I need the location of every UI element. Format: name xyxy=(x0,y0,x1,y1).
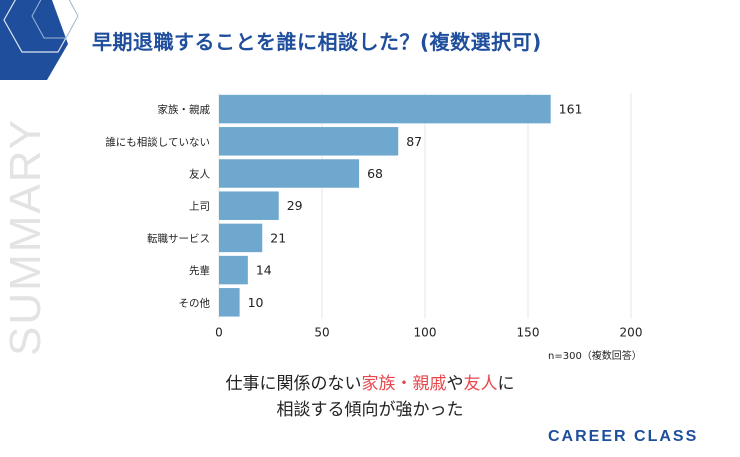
conclusion-line-1: 仕事に関係のない家族・親戚や友人に xyxy=(225,374,515,394)
x-tick-label: 50 xyxy=(314,325,329,339)
bar xyxy=(219,191,279,220)
data-label: 68 xyxy=(367,166,383,181)
data-label: 87 xyxy=(406,134,422,149)
data-label: 29 xyxy=(287,198,303,213)
category-label: 上司 xyxy=(189,201,210,213)
data-label: 21 xyxy=(270,230,286,245)
bar xyxy=(219,255,248,285)
conclusion-line-2: 相談する傾向が強かった xyxy=(276,400,464,420)
hexagon-decoration xyxy=(0,0,79,80)
x-tick-label: 100 xyxy=(414,325,437,339)
bar xyxy=(219,94,551,124)
category-label: その他 xyxy=(179,296,211,309)
bar xyxy=(219,159,360,188)
bar xyxy=(219,223,263,253)
x-tick-label: 150 xyxy=(517,325,540,339)
chart-title: 早期退職することを誰に相談した？(複数選択可) xyxy=(92,30,542,54)
category-label: 家族・親戚 xyxy=(158,103,211,116)
highlight-family: 家族・親戚 xyxy=(361,374,447,394)
data-label: 10 xyxy=(248,295,264,310)
category-label: 先輩 xyxy=(189,264,210,277)
x-tick-label: 200 xyxy=(620,325,643,339)
category-label: 転職サービス xyxy=(147,233,210,245)
brand-logo: CAREER CLASS xyxy=(548,428,699,445)
bar xyxy=(219,288,240,317)
highlight-friends: 友人 xyxy=(463,374,498,394)
sample-size-note: n=300（複数回答） xyxy=(548,351,642,362)
data-label: 161 xyxy=(559,102,583,117)
bar xyxy=(219,127,399,156)
data-label: 14 xyxy=(256,263,272,278)
conclusion-text: 仕事に関係のない家族・親戚や友人に 相談する傾向が強かった xyxy=(150,371,590,423)
category-label: 誰にも相談していない xyxy=(105,135,210,148)
category-label: 友人 xyxy=(189,168,210,181)
x-tick-label: 0 xyxy=(215,325,223,339)
